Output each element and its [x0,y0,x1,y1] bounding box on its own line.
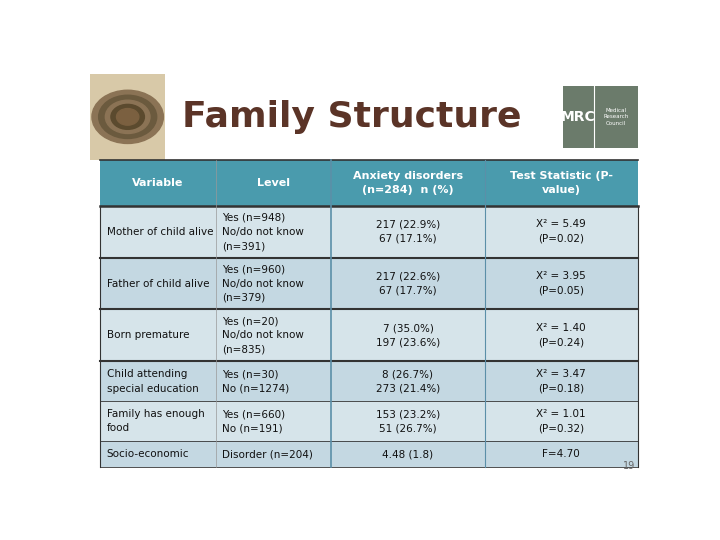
Text: 217 (22.9%)
67 (17.1%): 217 (22.9%) 67 (17.1%) [376,219,440,244]
Bar [100,401,216,441]
Text: Child attending
special education: Child attending special education [107,369,199,394]
Text: X² = 3.95
(P=0.05): X² = 3.95 (P=0.05) [536,271,586,296]
Circle shape [117,109,139,125]
Bar [331,309,485,361]
Text: 8 (26.7%)
273 (21.4%): 8 (26.7%) 273 (21.4%) [376,369,440,394]
Circle shape [105,100,150,133]
Text: Yes (n=660)
No (n=191): Yes (n=660) No (n=191) [222,409,286,434]
Bar [100,206,216,258]
Bar [485,309,638,361]
Bar [485,401,638,441]
Text: Variable: Variable [132,178,184,188]
Text: Socio-economic: Socio-economic [107,449,189,459]
Bar [485,441,638,467]
Text: 7 (35.0%)
197 (23.6%): 7 (35.0%) 197 (23.6%) [376,323,440,348]
Bar [331,258,485,309]
Text: 4.48 (1.8): 4.48 (1.8) [382,449,433,459]
Text: MRC: MRC [560,110,595,124]
Bar [331,401,485,441]
Bar [100,160,216,206]
Bar [331,160,485,206]
Bar [216,309,331,361]
Circle shape [99,95,157,138]
Text: X² = 1.01
(P=0.32): X² = 1.01 (P=0.32) [536,409,586,434]
Text: X² = 3.47
(P=0.18): X² = 3.47 (P=0.18) [536,369,586,394]
Text: 217 (22.6%)
67 (17.7%): 217 (22.6%) 67 (17.7%) [376,271,440,296]
Bar [100,441,216,467]
Text: Level: Level [257,178,290,188]
Text: Family Structure: Family Structure [182,100,521,134]
Bar [331,361,485,401]
Text: 153 (23.2%)
51 (26.7%): 153 (23.2%) 51 (26.7%) [376,409,440,434]
Circle shape [111,104,145,130]
Text: X² = 5.49
(P=0.02): X² = 5.49 (P=0.02) [536,219,586,244]
Text: Medical
Research
Council: Medical Research Council [603,108,629,126]
Bar [100,309,216,361]
Bar [485,160,638,206]
Bar [216,441,331,467]
Bar [216,206,331,258]
Bar [485,206,638,258]
Text: Mother of child alive: Mother of child alive [107,227,213,237]
Bar [100,361,216,401]
Bar [485,361,638,401]
Text: Family has enough
food: Family has enough food [107,409,204,434]
Bar [100,258,216,309]
Bar [100,74,638,160]
Bar [90,74,166,160]
Text: Disorder (n=204): Disorder (n=204) [222,449,313,459]
Text: F=4.70: F=4.70 [542,449,580,459]
Text: Yes (n=30)
No (n=1274): Yes (n=30) No (n=1274) [222,369,289,394]
Circle shape [92,90,163,144]
Bar [331,206,485,258]
Bar [331,441,485,467]
Text: X² = 1.40
(P=0.24): X² = 1.40 (P=0.24) [536,323,586,348]
Text: Test Statistic (P-
value): Test Statistic (P- value) [510,171,613,195]
Bar [562,86,638,148]
Bar [485,258,638,309]
Text: Yes (n=960)
No/do not know
(n=379): Yes (n=960) No/do not know (n=379) [222,264,305,303]
Text: Yes (n=948)
No/do not know
(n=391): Yes (n=948) No/do not know (n=391) [222,212,305,251]
Bar [216,401,331,441]
Text: Yes (n=20)
No/do not know
(n=835): Yes (n=20) No/do not know (n=835) [222,316,305,355]
Bar [216,361,331,401]
Bar [216,160,331,206]
Text: Born premature: Born premature [107,330,189,340]
Text: Anxiety disorders
(n=284)  n (%): Anxiety disorders (n=284) n (%) [353,171,463,195]
Text: Father of child alive: Father of child alive [107,279,210,288]
Text: 19: 19 [623,461,635,471]
Bar [216,258,331,309]
